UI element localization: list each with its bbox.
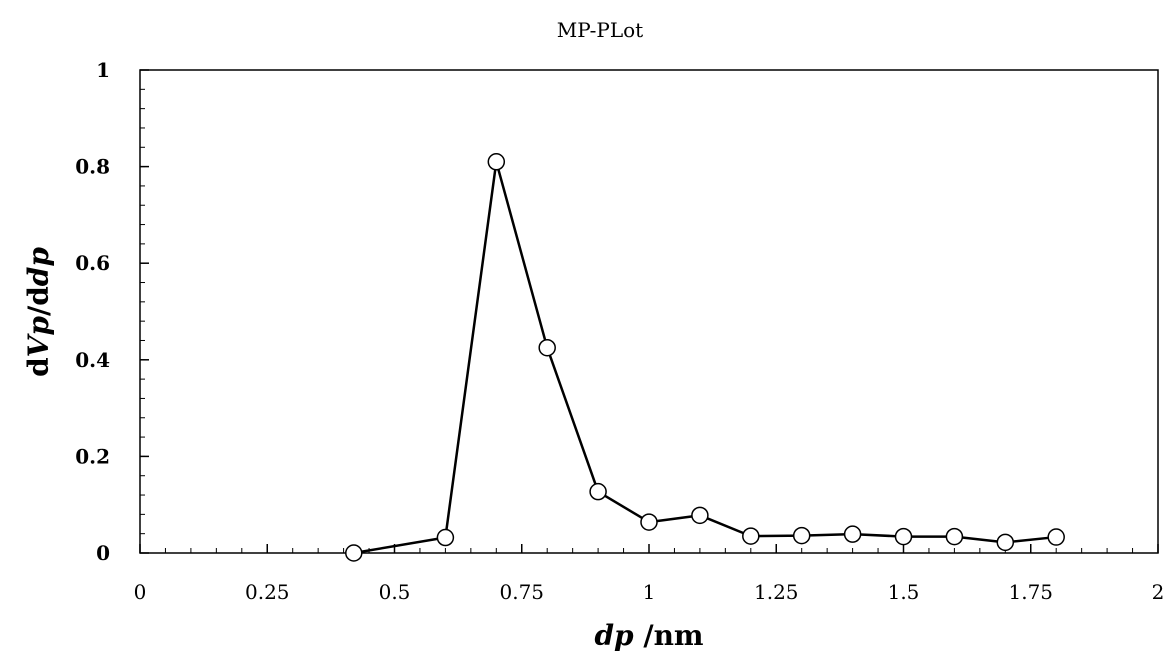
data-point xyxy=(742,527,760,545)
data-point xyxy=(843,525,862,543)
x-tick-label: 0 xyxy=(134,580,147,604)
data-point xyxy=(487,153,506,171)
chart-title: MP-PLot xyxy=(557,18,643,42)
minor-ticks xyxy=(140,88,1134,553)
y-tick-label: 1 xyxy=(96,58,110,82)
y-tick-label: 0.2 xyxy=(75,444,110,468)
data-point xyxy=(894,527,913,546)
x-tick-label: 1 xyxy=(643,580,656,604)
data-point xyxy=(640,513,658,531)
data-point xyxy=(436,528,455,547)
data-point xyxy=(589,482,607,501)
x-tick-label: 1.25 xyxy=(754,580,799,604)
x-axis: 0 0.25 0.5 0.75 1 1.25 1.5 1.75 2 xyxy=(134,544,1165,604)
x-tick-label: 1.5 xyxy=(888,580,920,604)
data-point xyxy=(1047,528,1065,546)
x-tick-label: 0.5 xyxy=(379,580,411,604)
x-tick-label: 2 xyxy=(1152,580,1165,604)
data-point xyxy=(792,526,811,545)
x-axis-title: dp /nm xyxy=(594,619,703,652)
data-point xyxy=(691,506,709,525)
y-tick-label: 0 xyxy=(96,541,110,565)
x-tick-label: 0.25 xyxy=(245,580,290,604)
data-point xyxy=(345,544,363,562)
series-line xyxy=(353,160,1057,555)
x-tick-label: 0.75 xyxy=(499,580,544,604)
data-series xyxy=(345,153,1065,562)
data-point xyxy=(996,533,1015,552)
y-axis-title: dVp/ddp xyxy=(22,247,55,377)
x-tick-label: 1.75 xyxy=(1008,580,1053,604)
y-tick-label: 0.6 xyxy=(75,251,110,275)
plot-area-frame xyxy=(139,69,1159,554)
data-point xyxy=(538,338,556,357)
y-axis: 0 0.2 0.4 0.6 0.8 1 xyxy=(75,58,149,565)
y-tick-label: 0.4 xyxy=(75,348,110,372)
y-tick-label: 0.8 xyxy=(75,155,110,179)
data-point xyxy=(945,527,964,546)
